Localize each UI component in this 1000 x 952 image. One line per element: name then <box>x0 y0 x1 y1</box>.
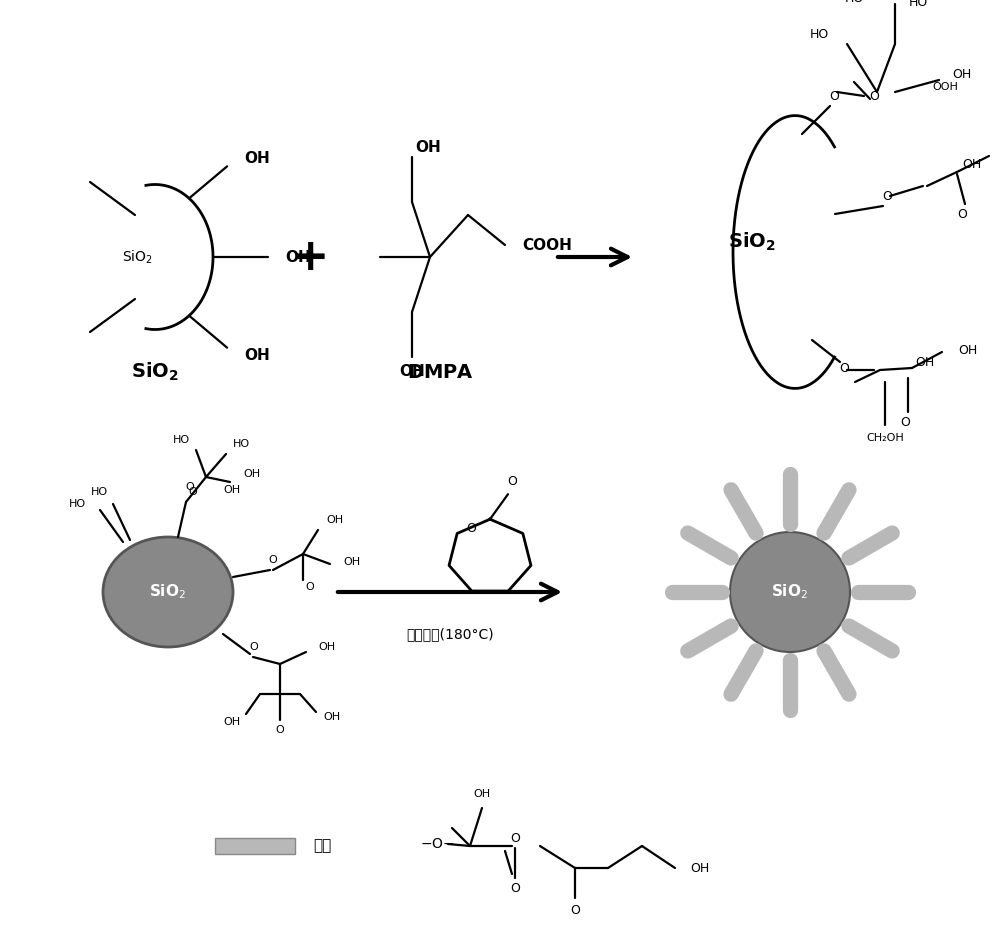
Text: OH: OH <box>244 150 270 166</box>
Text: O: O <box>882 189 892 203</box>
Text: SiO$_2$: SiO$_2$ <box>771 583 809 602</box>
Text: OH: OH <box>223 485 240 495</box>
Text: OH: OH <box>415 140 441 154</box>
Text: COOH: COOH <box>522 237 572 252</box>
Text: O: O <box>957 208 967 221</box>
Text: O: O <box>829 89 839 103</box>
Text: OH: OH <box>343 557 360 567</box>
Text: O: O <box>189 487 197 497</box>
Text: +: + <box>291 235 329 279</box>
Text: O: O <box>507 475 517 487</box>
Text: 代表: 代表 <box>313 839 331 854</box>
Text: OH: OH <box>690 862 709 875</box>
Text: CH₂OH: CH₂OH <box>866 433 904 443</box>
Text: O: O <box>186 482 194 492</box>
Text: OH: OH <box>399 365 425 380</box>
Bar <box>215 838 295 854</box>
Text: SiO$_2$: SiO$_2$ <box>149 583 187 602</box>
Text: O: O <box>570 903 580 917</box>
Text: OH: OH <box>952 68 971 81</box>
Text: O: O <box>269 555 277 565</box>
Text: OH: OH <box>223 717 240 727</box>
Text: OH: OH <box>473 789 491 799</box>
Text: O: O <box>869 89 879 103</box>
Text: OH: OH <box>318 642 335 652</box>
Text: SiO$_2$: SiO$_2$ <box>122 248 152 266</box>
Text: O: O <box>276 725 284 735</box>
Text: OH: OH <box>326 515 343 525</box>
Circle shape <box>730 532 850 652</box>
Text: O: O <box>250 642 258 652</box>
Text: HO: HO <box>233 439 250 449</box>
Text: O: O <box>900 415 910 428</box>
Text: OH: OH <box>915 355 934 368</box>
Text: 月桂酸铋(180°C): 月桂酸铋(180°C) <box>406 627 494 641</box>
Text: OH: OH <box>243 469 260 479</box>
Text: OH: OH <box>244 348 270 363</box>
Text: HO: HO <box>844 0 864 6</box>
Text: O: O <box>510 831 520 844</box>
Text: OH: OH <box>958 344 977 356</box>
Text: HO: HO <box>909 0 928 9</box>
Text: OOH: OOH <box>932 82 958 92</box>
Text: HO: HO <box>810 28 829 41</box>
Text: OH: OH <box>285 249 311 265</box>
Ellipse shape <box>103 537 233 647</box>
Text: $\mathbf{SiO_2}$: $\mathbf{SiO_2}$ <box>728 230 776 253</box>
Text: O: O <box>466 522 476 535</box>
Text: $-$O$-$: $-$O$-$ <box>420 837 455 851</box>
Text: HO: HO <box>91 487 108 497</box>
Text: $\mathbf{SiO_2}$: $\mathbf{SiO_2}$ <box>131 361 179 383</box>
Text: OH: OH <box>962 157 981 170</box>
Text: O: O <box>839 362 849 374</box>
Text: O: O <box>306 582 314 592</box>
Text: O: O <box>510 882 520 895</box>
Text: HO: HO <box>69 499 86 509</box>
Text: $\mathbf{DMPA}$: $\mathbf{DMPA}$ <box>407 363 473 382</box>
Text: OH: OH <box>323 712 340 722</box>
Text: HO: HO <box>173 435 190 445</box>
